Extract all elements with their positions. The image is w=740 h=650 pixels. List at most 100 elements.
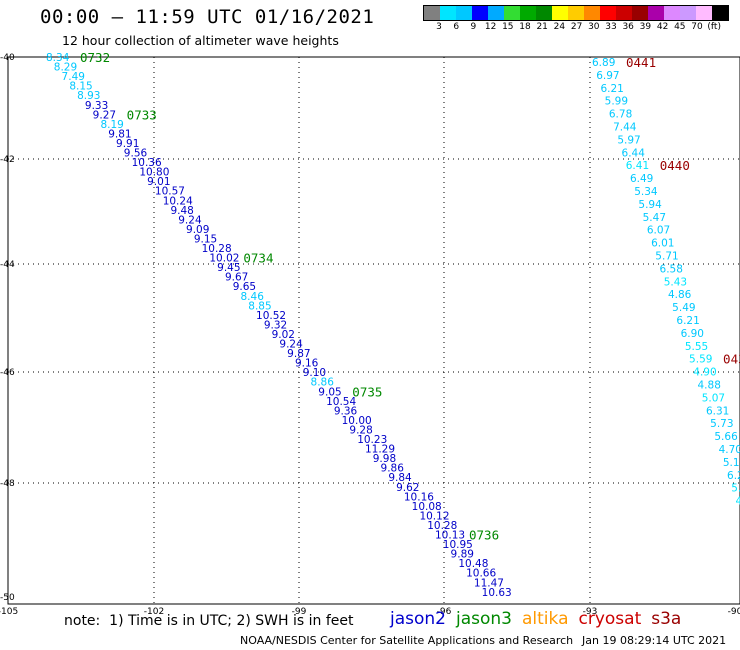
legend-swatch	[584, 6, 600, 20]
legend-label: 45	[674, 22, 686, 32]
swh-value: 10.57	[155, 186, 185, 198]
swh-value: 9.09	[186, 224, 209, 236]
swh-value: 6.21	[600, 83, 623, 95]
legend-swatch	[456, 6, 472, 20]
swh-value: 9.33	[85, 100, 108, 112]
legend-swatch	[616, 6, 632, 20]
lat-tick-label: -44	[0, 260, 15, 270]
swh-value: 8.86	[311, 377, 335, 389]
swh-value: 10.28	[202, 243, 232, 255]
legend-label: 12	[484, 22, 497, 32]
legend-label: 21	[536, 22, 548, 32]
swh-value: 10.02	[209, 253, 239, 265]
swh-value: 7.49	[62, 71, 85, 83]
swh-value: 11.47	[474, 577, 504, 589]
swh-value: 9.15	[194, 233, 217, 245]
legend-label: 9	[470, 22, 477, 32]
swh-value: 5.49	[672, 302, 695, 314]
satellite-name: s3a	[651, 609, 682, 629]
lon-tick-label: -99	[292, 607, 307, 617]
legend-swatch	[504, 6, 520, 20]
swh-value: 9.84	[388, 472, 412, 484]
satellite-name: cryosat	[578, 609, 642, 629]
legend-swatch	[632, 6, 648, 20]
lat-tick-label: -42	[0, 155, 15, 165]
swh-value: 10.16	[404, 491, 434, 503]
swh-value: 4.86	[668, 289, 692, 301]
swh-value: 9.24	[279, 339, 303, 351]
time-label: 0733	[127, 107, 157, 122]
swh-value: 6.2	[727, 470, 740, 482]
legend-label: 18	[519, 22, 531, 32]
swh-value: 9.56	[124, 148, 148, 160]
legend-label: 42	[656, 22, 669, 32]
swh-value: 9.10	[303, 367, 326, 379]
lat-tick-label: -50	[0, 593, 15, 603]
swh-value: 6.41	[626, 160, 649, 172]
legend-label: 30	[588, 22, 600, 32]
swh-value: 5.99	[605, 96, 628, 108]
swh-value: 8.46	[241, 291, 265, 303]
swh-value: 6.01	[651, 238, 674, 250]
credit-line: NOAA/NESDIS Center for Satellite Applica…	[240, 634, 574, 647]
swh-value: 9.02	[272, 329, 295, 341]
swh-value: 9.01	[147, 176, 170, 188]
legend-label: 70	[691, 22, 703, 32]
legend-swatch	[440, 6, 456, 20]
swh-value: 10.00	[342, 415, 372, 427]
lon-tick-label: -93	[583, 607, 598, 617]
swh-value: 5.59	[689, 354, 712, 366]
swh-value: 9.05	[318, 386, 341, 398]
swh-value: 6.21	[676, 315, 699, 327]
lon-tick-label: -105	[0, 607, 18, 617]
swh-value: 9.86	[381, 463, 405, 475]
swh-value: 9.27	[93, 109, 116, 121]
swh-value: 7.44	[613, 122, 637, 134]
legend-label: 24	[553, 22, 566, 32]
swh-value: 10.13	[435, 530, 465, 542]
swh-value: 5.97	[617, 134, 640, 146]
swh-value: 6.97	[596, 70, 619, 82]
swh-value: 9.98	[373, 453, 396, 465]
legend-swatch	[600, 6, 616, 20]
legend-swatch	[520, 6, 536, 20]
plot-frame	[7, 56, 740, 605]
legend-label: 39	[639, 22, 652, 32]
color-legend	[423, 5, 729, 21]
swh-value: 5.47	[643, 212, 666, 224]
lon-tick-label: -90	[728, 607, 740, 617]
map-subtitle: 12 hour collection of altimeter wave hei…	[62, 33, 339, 48]
generated-timestamp: Jan 19 08:29:14 UTC 2021	[582, 634, 727, 647]
swh-value: 8.85	[248, 300, 271, 312]
swh-value: 10.12	[419, 510, 449, 522]
swh-value: 6.78	[609, 109, 632, 121]
swh-value: 10.48	[458, 558, 488, 570]
swh-value: 10.36	[132, 157, 162, 169]
time-label: 0736	[469, 528, 499, 543]
swh-value: 10.80	[139, 167, 169, 179]
legend-swatch	[488, 6, 504, 20]
swh-value: 5.07	[702, 392, 725, 404]
legend-swatch	[536, 6, 552, 20]
swh-value: 6.49	[630, 173, 653, 185]
time-label: 0734	[243, 251, 273, 266]
swh-value: 9.48	[170, 205, 193, 217]
swh-value: 6.58	[660, 263, 683, 275]
swh-value: 5.43	[664, 276, 687, 288]
swh-value: 8.15	[69, 81, 92, 93]
swh-value: 5.34	[634, 186, 658, 198]
swh-value: 5.66	[714, 431, 738, 443]
time-label: 0441	[626, 55, 656, 70]
swh-value: 6.89	[592, 57, 615, 69]
swh-value: 9.65	[233, 281, 256, 293]
time-label: 0735	[352, 384, 382, 399]
swh-value: 9.16	[295, 358, 319, 370]
swh-value: 4.70	[719, 444, 740, 456]
swh-value: 8.29	[54, 62, 77, 74]
swh-value: 6.90	[681, 328, 704, 340]
swh-value: 5.55	[685, 341, 708, 353]
satellite-name: jason3	[456, 609, 512, 629]
swh-value: 9.89	[451, 549, 474, 561]
swh-value: 9.36	[334, 405, 358, 417]
